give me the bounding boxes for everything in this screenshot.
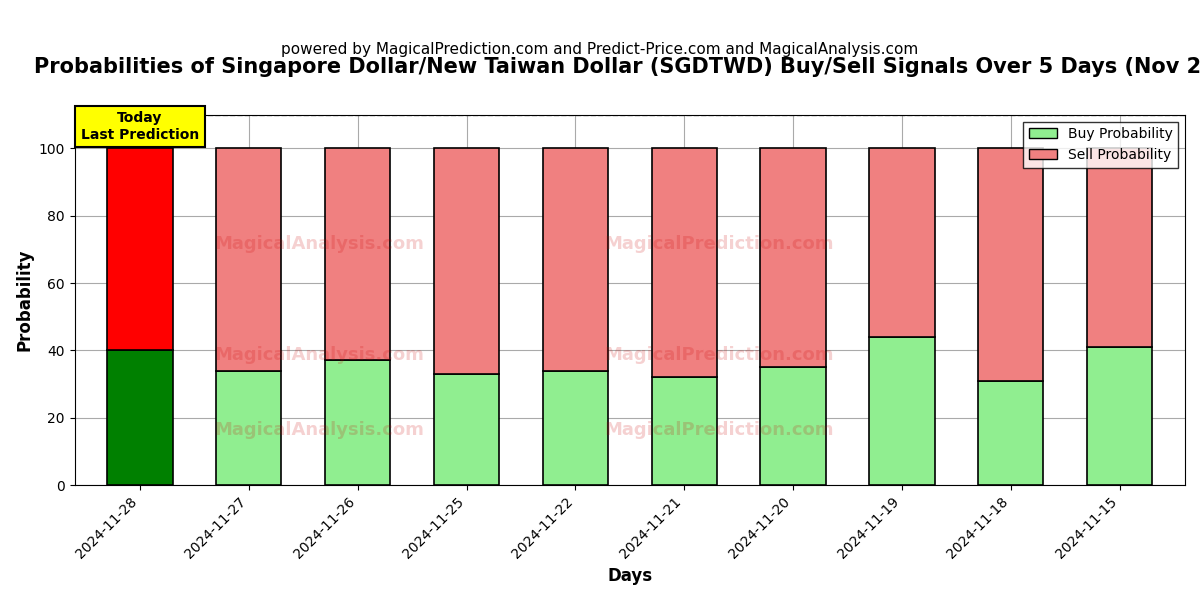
- Text: MagicalAnalysis.com: MagicalAnalysis.com: [214, 235, 424, 253]
- Bar: [325, 148, 390, 361]
- Bar: [761, 367, 826, 485]
- Bar: [978, 380, 1044, 485]
- Bar: [1087, 347, 1152, 485]
- Text: powered by MagicalPrediction.com and Predict-Price.com and MagicalAnalysis.com: powered by MagicalPrediction.com and Pre…: [281, 42, 919, 57]
- Bar: [978, 148, 1044, 380]
- Bar: [107, 148, 173, 350]
- Bar: [434, 374, 499, 485]
- Bar: [325, 361, 390, 485]
- Bar: [761, 148, 826, 367]
- X-axis label: Days: Days: [607, 567, 653, 585]
- Y-axis label: Probability: Probability: [16, 248, 34, 351]
- Legend: Buy Probability, Sell Probability: Buy Probability, Sell Probability: [1024, 122, 1178, 167]
- Text: MagicalPrediction.com: MagicalPrediction.com: [604, 346, 834, 364]
- Bar: [107, 350, 173, 485]
- Bar: [216, 371, 282, 485]
- Text: MagicalAnalysis.com: MagicalAnalysis.com: [214, 346, 424, 364]
- Bar: [652, 377, 716, 485]
- Text: MagicalAnalysis.com: MagicalAnalysis.com: [214, 421, 424, 439]
- Text: Today
Last Prediction: Today Last Prediction: [80, 112, 199, 142]
- Bar: [216, 148, 282, 371]
- Bar: [542, 148, 608, 371]
- Bar: [652, 148, 716, 377]
- Text: MagicalPrediction.com: MagicalPrediction.com: [604, 421, 834, 439]
- Bar: [869, 148, 935, 337]
- Bar: [434, 148, 499, 374]
- Text: MagicalPrediction.com: MagicalPrediction.com: [604, 235, 834, 253]
- Bar: [542, 371, 608, 485]
- Bar: [1087, 148, 1152, 347]
- Title: Probabilities of Singapore Dollar/New Taiwan Dollar (SGDTWD) Buy/Sell Signals Ov: Probabilities of Singapore Dollar/New Ta…: [35, 57, 1200, 77]
- Bar: [869, 337, 935, 485]
